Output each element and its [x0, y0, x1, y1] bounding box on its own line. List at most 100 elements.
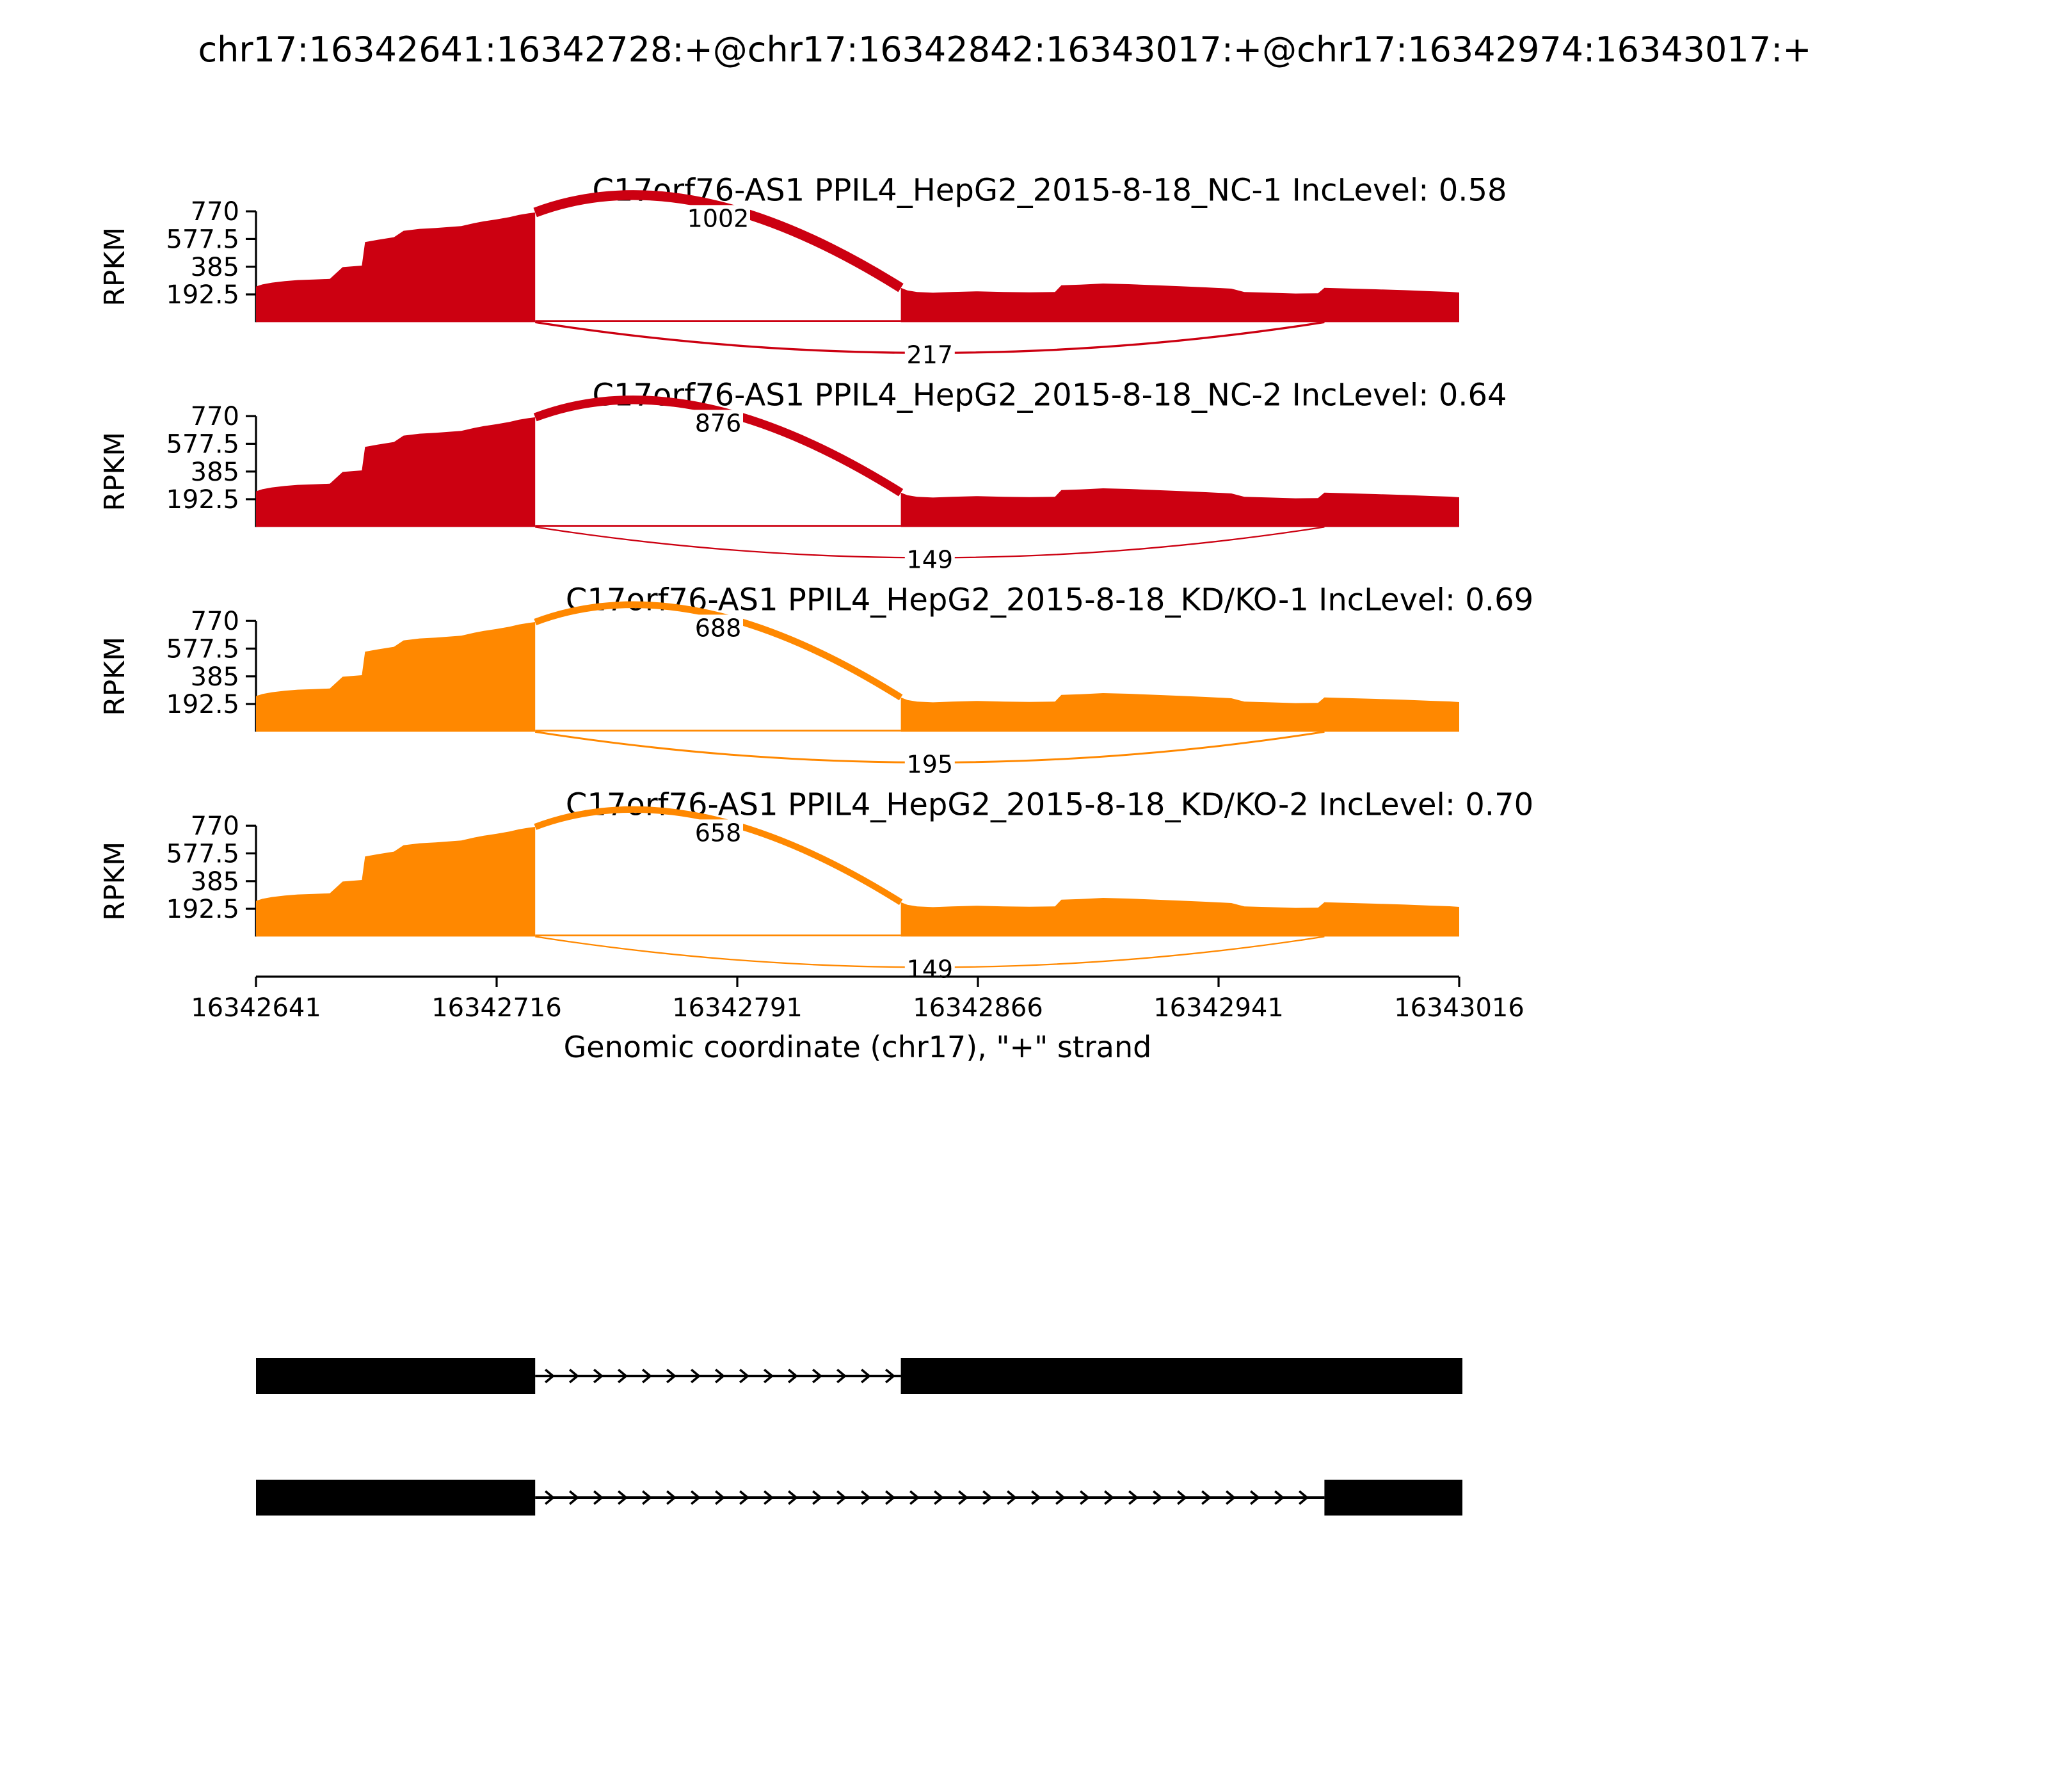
intron-arrow-icon — [1104, 1490, 1115, 1505]
coverage-area — [900, 693, 1459, 732]
intron-arrow-icon — [642, 1490, 653, 1505]
exon-box — [1324, 1480, 1462, 1516]
track-3: C17orf76-AS1 PPIL4_HepG2_2015-8-18_KD/KO… — [99, 787, 1533, 983]
intron-arrow-icon — [812, 1490, 823, 1505]
intron-arrow-icon — [934, 1490, 945, 1505]
junction-arc — [533, 396, 904, 497]
x-tick-label: 16343016 — [1394, 993, 1524, 1023]
y-tick-label: 770 — [191, 197, 239, 227]
junction-count-bg — [686, 205, 750, 232]
intron-arrow-icon — [1201, 1490, 1212, 1505]
transcript-0 — [256, 1358, 1462, 1394]
track-0: C17orf76-AS1 PPIL4_HepG2_2015-8-18_NC-1 … — [99, 172, 1507, 369]
y-tick-label: 385 — [191, 253, 239, 282]
y-tick-label: 385 — [191, 867, 239, 897]
intron-arrow-icon — [1274, 1490, 1285, 1505]
y-tick-label: 192.5 — [166, 280, 239, 310]
intron-arrow-icon — [1177, 1490, 1188, 1505]
intron-arrow-icon — [1299, 1490, 1309, 1505]
intron-arrow-icon — [1055, 1490, 1066, 1505]
junction-count-bg — [904, 341, 955, 369]
y-tick-label: 770 — [191, 402, 239, 431]
track-2: C17orf76-AS1 PPIL4_HepG2_2015-8-18_KD/KO… — [99, 582, 1533, 778]
junction-count-label: 195 — [907, 750, 954, 778]
x-tick-label: 16342941 — [1153, 993, 1284, 1023]
intron-arrow-icon — [715, 1490, 726, 1505]
coverage-area — [256, 622, 536, 732]
x-tick-label: 16342866 — [913, 993, 1043, 1023]
y-tick-label: 577.5 — [166, 634, 239, 664]
x-tick-label: 16342716 — [431, 993, 562, 1023]
x-tick-label: 16342641 — [191, 993, 321, 1023]
y-tick-label: 385 — [191, 662, 239, 692]
exon-box — [256, 1358, 536, 1394]
y-tick-label: 192.5 — [166, 690, 239, 719]
intron-arrow-icon — [618, 1490, 628, 1505]
coverage-area — [900, 488, 1459, 527]
x-axis-title: Genomic coordinate (chr17), "+" strand — [564, 1030, 1152, 1064]
y-tick-label: 577.5 — [166, 429, 239, 459]
intron-arrow-icon — [1128, 1490, 1139, 1505]
junction-count-bg — [693, 410, 743, 437]
intron-arrow-icon — [885, 1368, 896, 1384]
junction-count-label: 658 — [695, 819, 742, 847]
intron-arrow-icon — [666, 1490, 677, 1505]
intron-arrow-icon — [788, 1490, 799, 1505]
junction-count-label: 688 — [695, 614, 742, 642]
x-tick-label: 16342791 — [672, 993, 803, 1023]
coverage-area — [900, 284, 1459, 323]
intron-arrow-icon — [958, 1490, 969, 1505]
intron-arrow-icon — [691, 1490, 701, 1505]
junction-count-label: 876 — [695, 409, 742, 437]
intron-arrow-icon — [569, 1490, 580, 1505]
y-axis-title: RPKM — [99, 227, 131, 307]
intron-arrow-icon — [836, 1490, 847, 1505]
intron-arrow-icon — [593, 1490, 604, 1505]
x-axis-group: 16342641 16342716 16342791 16342866 16342941… — [191, 975, 1524, 1064]
junction-count-label: 1002 — [687, 204, 749, 232]
intron-arrow-icon — [739, 1368, 750, 1384]
intron-arrow-icon — [788, 1368, 799, 1384]
intron-arrow-icon — [1226, 1490, 1236, 1505]
intron-arrow-icon — [545, 1490, 556, 1505]
junction-count-bg — [904, 956, 955, 983]
track-title: C17orf76-AS1 PPIL4_HepG2_2015-8-18_NC-2 … — [592, 377, 1507, 413]
y-tick-label: 770 — [191, 812, 239, 841]
junction-count-label: 149 — [907, 545, 954, 573]
intron-arrow-icon — [1031, 1490, 1042, 1505]
exon-box — [900, 1358, 1462, 1394]
intron-arrow-icon — [666, 1368, 677, 1384]
y-tick-label: 192.5 — [166, 895, 239, 924]
intron-arrow-icon — [691, 1368, 701, 1384]
transcripts-group — [256, 1358, 1462, 1516]
intron-arrow-icon — [593, 1368, 604, 1384]
junction-arc — [534, 601, 903, 701]
intron-arrow-icon — [1250, 1490, 1261, 1505]
intron-arrow-icon — [569, 1368, 580, 1384]
coverage-area — [256, 827, 536, 937]
intron-arrow-icon — [812, 1368, 823, 1384]
coverage-area — [256, 417, 536, 527]
intron-arrow-icon — [739, 1490, 750, 1505]
junction-count-label: 149 — [907, 955, 954, 983]
intron-arrow-icon — [1153, 1490, 1164, 1505]
coverage-area — [256, 212, 536, 323]
track-title: C17orf76-AS1 PPIL4_HepG2_2015-8-18_KD/KO… — [566, 582, 1533, 618]
junction-count-label: 217 — [907, 340, 954, 369]
intron-arrow-icon — [861, 1490, 872, 1505]
intron-arrow-icon — [1007, 1490, 1018, 1505]
intron-arrow-icon — [1080, 1490, 1091, 1505]
intron-arrow-icon — [715, 1368, 726, 1384]
track-title: C17orf76-AS1 PPIL4_HepG2_2015-8-18_KD/KO… — [566, 787, 1533, 822]
y-axis-title: RPKM — [99, 432, 131, 511]
intron-arrow-icon — [764, 1368, 774, 1384]
transcript-1 — [256, 1480, 1462, 1516]
y-axis-title: RPKM — [99, 637, 131, 716]
y-tick-label: 385 — [191, 458, 239, 487]
coverage-area — [900, 898, 1459, 937]
junction-arc — [534, 806, 903, 906]
intron-arrow-icon — [861, 1368, 872, 1384]
y-tick-label: 577.5 — [166, 225, 239, 254]
track-1: C17orf76-AS1 PPIL4_HepG2_2015-8-18_NC-2 … — [99, 377, 1507, 573]
